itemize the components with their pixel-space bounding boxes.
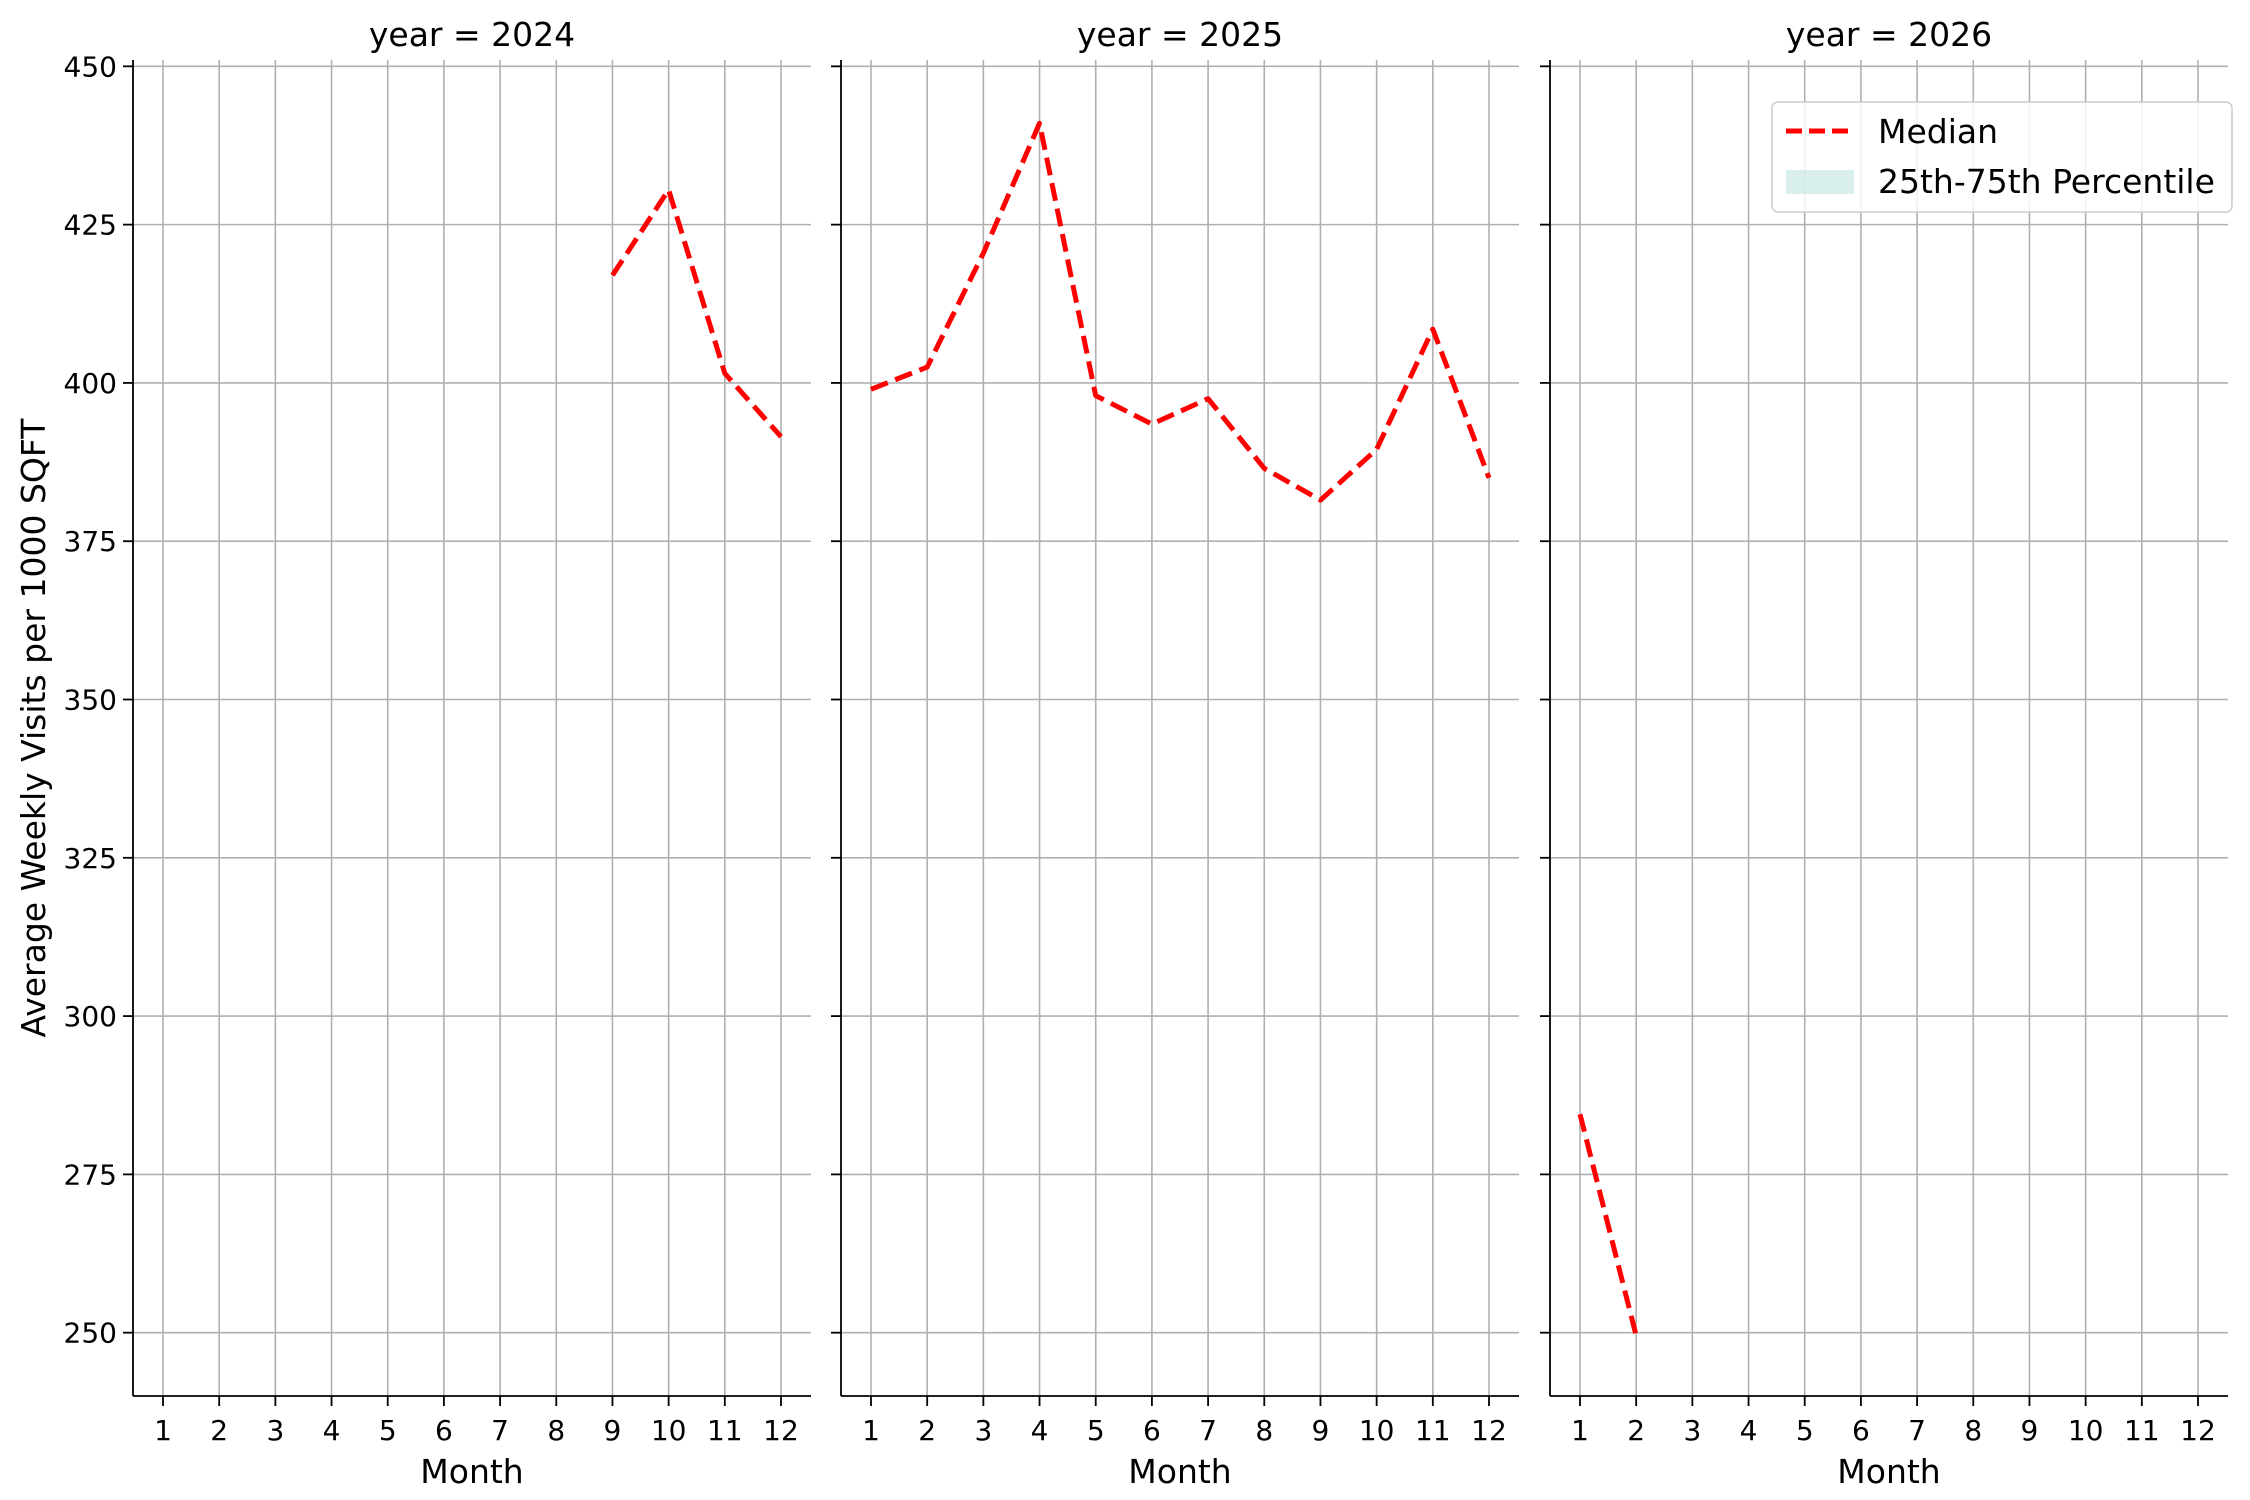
median-line [870,120,1492,503]
legend-box [1771,101,2233,213]
x-tick-label: 9 [604,1414,622,1447]
x-tick-label: 2 [210,1414,228,1447]
x-tick-label: 3 [1683,1414,1701,1447]
x-tick-label: 11 [707,1414,743,1447]
x-tick-label: 2 [1627,1414,1645,1447]
x-tick-label: 1 [862,1414,880,1447]
y-tick-label: 275 [64,1158,117,1191]
x-tick-label: 7 [1908,1414,1926,1447]
x-tick-label: 4 [1031,1414,1049,1447]
x-tick-label: 11 [1415,1414,1451,1447]
x-tick-label: 6 [435,1414,453,1447]
y-tick-label: 300 [64,1000,117,1033]
y-tick-label: 325 [64,842,117,875]
x-tick-label: 5 [1087,1414,1105,1447]
x-axis-label: Month [1837,1452,1940,1491]
x-tick-label: 12 [1471,1414,1507,1447]
y-tick-label: 250 [64,1317,117,1350]
x-tick-label: 8 [1255,1414,1273,1447]
x-tick-label: 10 [651,1414,687,1447]
median-line [610,187,783,439]
y-tick-label: 425 [64,209,117,242]
x-tick-label: 5 [1796,1414,1814,1447]
median-line [1577,1113,1639,1337]
x-tick-label: 12 [2180,1414,2216,1447]
facet-title: year = 2024 [369,15,575,54]
x-tick-label: 11 [2124,1414,2160,1447]
legend-percentile-swatch [1786,170,1854,194]
x-tick-label: 10 [2068,1414,2104,1447]
y-tick-label: 450 [64,50,117,83]
x-tick-label: 8 [547,1414,565,1447]
y-tick-label: 350 [64,684,117,717]
legend: Median 25th-75th Percentile [1771,101,2233,213]
x-tick-label: 7 [491,1414,509,1447]
x-tick-label: 3 [974,1414,992,1447]
x-tick-label: 6 [1143,1414,1161,1447]
x-tick-label: 7 [1199,1414,1217,1447]
x-tick-label: 1 [154,1414,172,1447]
x-tick-label: 8 [1964,1414,1982,1447]
x-tick-label: 9 [1312,1414,1330,1447]
x-axis-label: Month [1128,1452,1231,1491]
x-tick-label: 2 [918,1414,936,1447]
x-axis-label: Month [420,1452,523,1491]
x-tick-label: 12 [763,1414,799,1447]
y-tick-label: 400 [64,367,117,400]
legend-label: 25th-75th Percentile [1878,162,2215,201]
x-tick-label: 1 [1571,1414,1589,1447]
y-tick-label: 375 [64,525,117,558]
x-tick-label: 5 [379,1414,397,1447]
legend-label: Median [1878,112,1998,151]
facet-title: year = 2026 [1786,15,1992,54]
x-tick-label: 4 [1740,1414,1758,1447]
x-tick-label: 4 [323,1414,341,1447]
x-tick-label: 10 [1359,1414,1395,1447]
y-axis-label: Average Weekly Visits per 1000 SQFT [14,418,53,1038]
facet-title: year = 2025 [1077,15,1283,54]
x-tick-label: 3 [266,1414,284,1447]
x-tick-label: 6 [1852,1414,1870,1447]
x-tick-label: 9 [2021,1414,2039,1447]
